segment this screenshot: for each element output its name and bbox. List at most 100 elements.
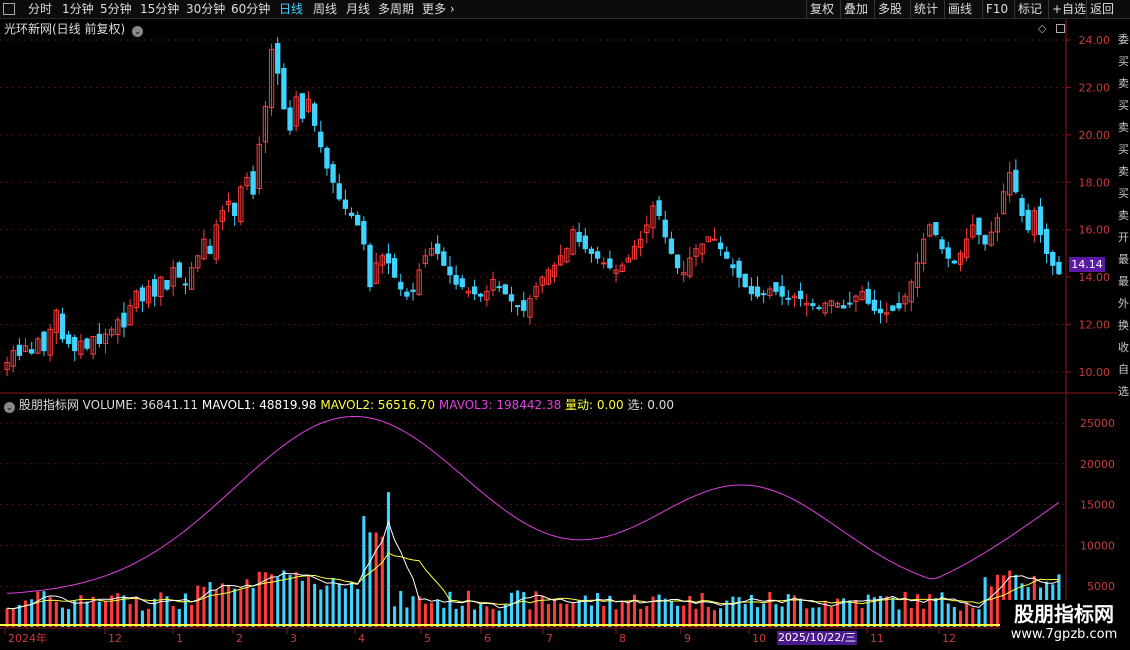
volume-bar [731,596,735,627]
tab-period-4[interactable]: 30分钟 [186,2,226,16]
side-strip-char: 买 [1118,143,1129,156]
volume-axis-label: 15000 [1080,499,1115,512]
price-title-dropdown-icon[interactable]: ⌄ [132,26,144,37]
candle-body [373,262,379,284]
volume-bar [257,571,261,627]
volume-bar [786,594,790,627]
candle-body [305,98,312,112]
volume-bar [589,605,593,627]
volume-bar [306,576,311,627]
candle-body [1056,261,1062,275]
tab-period-2[interactable]: 5分钟 [100,2,132,16]
candle-body [785,297,791,300]
top-toolbar: 分时 1分钟 5分钟 15分钟 30分钟 60分钟 日线 周线 月线 多周期 更多 › 复权 叠加 多股… [0,0,1130,19]
candle-body [164,279,170,290]
toolbar-separator [944,0,945,19]
volume-bar [700,592,704,627]
volume-bar [282,570,286,627]
volume-bar [577,600,581,627]
volume-bar [11,609,15,627]
candle-body [10,350,16,367]
volume-bar [429,602,434,627]
toolbar-button-8[interactable]: 返回 [1090,2,1115,16]
mavol3-value: MAVOL3: 198442.38 [438,398,562,412]
candle-body [219,210,226,222]
candle-body [847,302,853,305]
toolbar-toggle-icon[interactable] [3,3,15,15]
toolbar-button-6[interactable]: 标记 [1018,2,1043,16]
candle-body [342,199,349,209]
candle-body [1031,210,1037,236]
candle-body [576,231,582,243]
toolbar-button-1[interactable]: 叠加 [844,2,869,16]
mavol1-value: MAVOL1: 48819.98 [201,398,317,412]
diamond-icon[interactable]: ◇ [1038,22,1047,35]
volume-axis-label: 5000 [1087,580,1115,593]
candle-body [693,248,699,257]
candle-body [213,224,219,260]
side-strip-char: 买 [1118,187,1129,200]
side-strip-char: 开 [1118,231,1129,244]
candle-body [293,96,299,127]
volume-bar [110,595,114,627]
toolbar-button-0[interactable]: 复权 [810,2,835,16]
time-axis-label: 6 [484,632,491,645]
candle-body [115,319,121,336]
volume-bar [386,492,390,627]
volume-panel-dropdown-icon[interactable]: ⌄ [4,402,15,413]
tab-period-10[interactable]: 更多 › [422,2,455,16]
candle-body [607,258,613,269]
toolbar-button-5[interactable]: F10 [986,2,1009,16]
tab-period-7[interactable]: 周线 [313,2,338,16]
toolbar-button-4[interactable]: 画线 [948,2,973,16]
volume-bar [928,594,932,627]
volume-bar [30,599,34,627]
volume-bar [602,606,606,627]
candle-body [711,238,718,241]
volume-bar [1008,570,1012,627]
volume-bar [989,586,993,627]
volume-bar [682,605,686,627]
candle-body [404,291,410,297]
candle-body [865,288,871,304]
tab-period-3[interactable]: 15分钟 [140,2,180,16]
volume-bar [42,591,46,627]
tab-period-8[interactable]: 月线 [346,2,371,16]
tab-period-5[interactable]: 60分钟 [231,2,271,16]
tab-period-1[interactable]: 1分钟 [62,2,94,16]
toolbar-button-3[interactable]: 统计 [914,2,939,16]
volume-bar [196,585,200,627]
volume-bar [319,589,323,627]
volume-bar [497,610,501,627]
volume-bar [473,609,477,627]
expand-icon[interactable] [1055,24,1065,33]
side-strip-char: 最 [1118,253,1129,266]
candle-body [139,287,146,302]
candle-body [41,331,47,352]
tab-period-9[interactable]: 多周期 [378,2,415,16]
volume-bar [294,572,298,627]
volume-bar [393,606,397,627]
candle-body [871,299,878,311]
toolbar-separator [806,0,807,19]
candle-body [982,235,988,245]
volume-bar [694,608,698,627]
candle-body [951,260,958,264]
toolbar-button-7[interactable]: +自选 [1052,2,1087,16]
candle-body [72,336,78,352]
volume-bar [442,607,446,627]
candle-body [890,305,896,311]
side-strip-char: 卖 [1118,209,1129,222]
mavol3-line [7,416,1060,594]
tab-period-0[interactable]: 分时 [28,2,53,16]
indicator-name[interactable]: 股朋指标网 [18,398,79,412]
volume-bar [454,608,458,627]
volume-bar [522,592,526,627]
candle-body [619,264,625,272]
toolbar-button-2[interactable]: 多股 [878,2,903,16]
candle-body [4,362,10,371]
tab-period-6[interactable]: 日线 [279,2,304,16]
volume-bar [73,601,77,627]
volume-bar [559,603,563,627]
candle-body [47,328,53,356]
